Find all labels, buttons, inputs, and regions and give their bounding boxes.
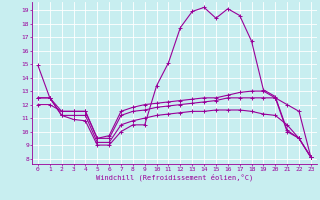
X-axis label: Windchill (Refroidissement éolien,°C): Windchill (Refroidissement éolien,°C)	[96, 173, 253, 181]
